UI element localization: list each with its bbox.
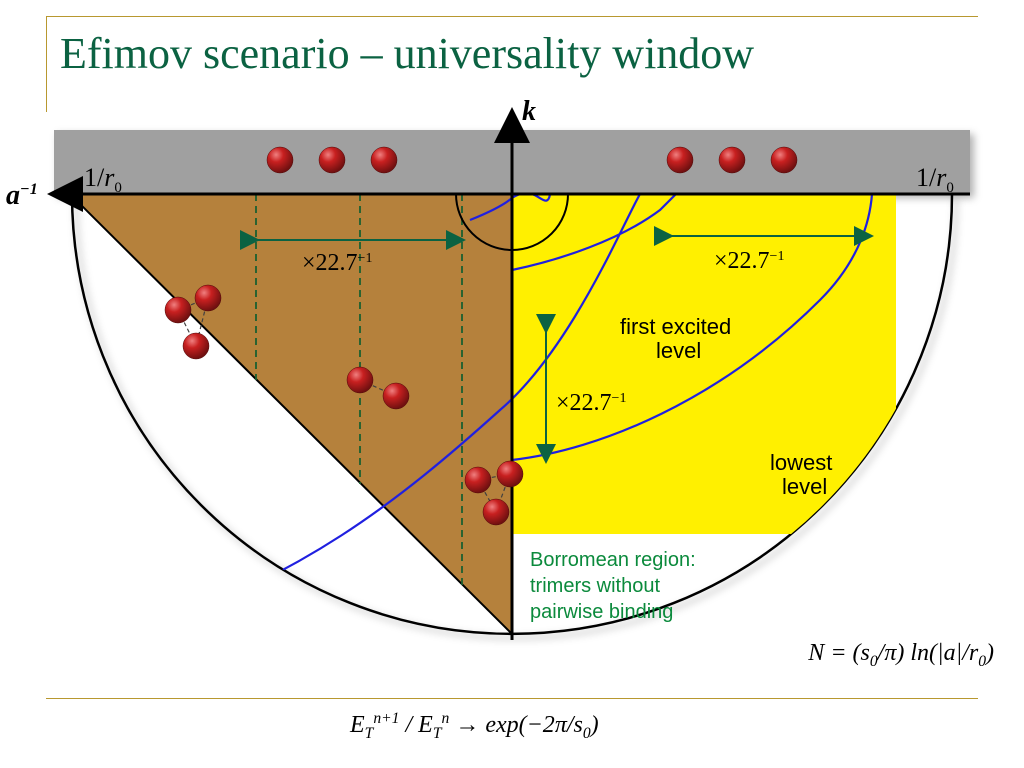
frame-left [46, 16, 47, 112]
equation-N: N = (s0/π) ln(|a|/r0) [808, 640, 994, 671]
borromean-region [512, 194, 896, 534]
diagram: k a−1 1/r0 1/r0 ×22.7−1 ×22.7−1 ×22.7−1 … [0, 100, 1024, 660]
borromean-label: Borromean region:trimers withoutpairwise… [530, 549, 696, 623]
frame-bottom [46, 698, 978, 699]
frame-top [46, 16, 978, 17]
ainv-label: a−1 [6, 180, 38, 211]
page-title: Efimov scenario – universality window [60, 28, 754, 79]
equation-E: ETn+1 / ETn → exp(−2π/s0) [350, 710, 599, 743]
k-label: k [522, 100, 536, 127]
